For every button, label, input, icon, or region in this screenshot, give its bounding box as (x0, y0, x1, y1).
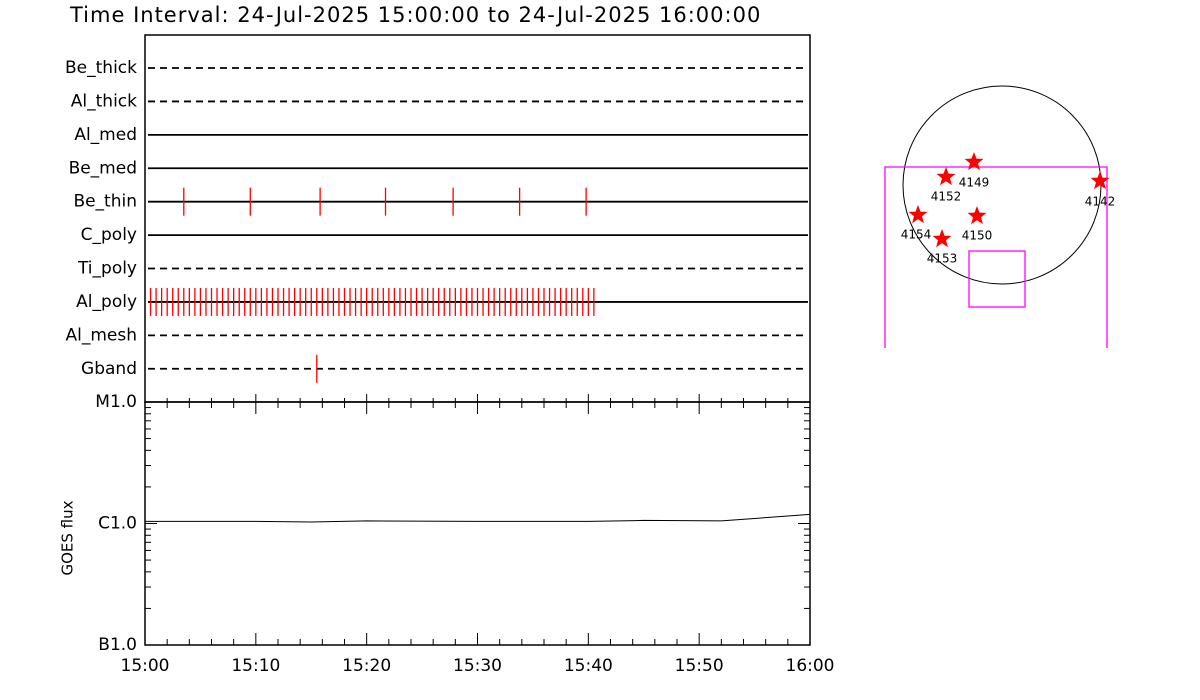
row-label: Ti_poly (77, 259, 137, 279)
row-label: Al_med (74, 125, 137, 145)
goes-line (145, 513, 811, 523)
y-axis-label: GOES flux (59, 500, 77, 575)
x-tick-label: 15:20 (342, 656, 391, 676)
region-star (967, 206, 987, 225)
region-star (908, 205, 928, 224)
region-label: 4154 (901, 228, 932, 242)
region-label: 4153 (927, 252, 958, 266)
row-label: Gband (81, 359, 137, 379)
x-tick-label: 15:50 (675, 656, 724, 676)
region-label: 4149 (959, 176, 990, 190)
region-label: 4142 (1085, 195, 1116, 209)
region-star (936, 167, 956, 186)
fov-box (968, 250, 1026, 308)
y-tick-label: M1.0 (95, 392, 137, 412)
goes-frame (144, 401, 811, 646)
region-star (932, 229, 952, 248)
fov-outline (884, 166, 1108, 348)
row-label: Be_thick (65, 58, 137, 78)
row-label: Al_thick (71, 91, 137, 111)
y-tick-label: C1.0 (98, 514, 137, 534)
x-tick-label: 15:00 (121, 656, 170, 676)
row-label: Al_mesh (65, 325, 137, 345)
region-star (964, 152, 984, 171)
y-tick-label: B1.0 (98, 635, 137, 655)
x-tick-label: 15:10 (231, 656, 280, 676)
region-label: 4152 (931, 190, 962, 204)
x-tick-label: 16:00 (786, 656, 835, 676)
timeline-frame (144, 34, 811, 403)
row-label: Be_med (69, 158, 137, 178)
region-star (1090, 171, 1110, 190)
row-label: Be_thin (73, 192, 137, 212)
row-label: C_poly (81, 225, 137, 245)
x-tick-label: 15:40 (564, 656, 613, 676)
region-label: 4150 (962, 229, 993, 243)
row-label: Al_poly (76, 292, 137, 312)
chart-title: Time Interval: 24-Jul-2025 15:00:00 to 2… (69, 3, 761, 27)
x-tick-label: 15:30 (453, 656, 502, 676)
